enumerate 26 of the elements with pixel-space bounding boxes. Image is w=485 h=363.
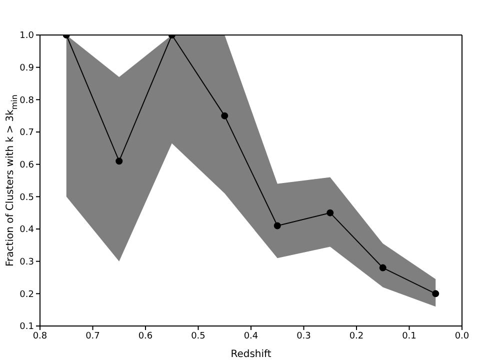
x-tick-label: 0.0 xyxy=(454,331,470,342)
y-tick-label: 0.1 xyxy=(20,322,34,332)
y-tick-label: 0.5 xyxy=(20,192,34,203)
x-tick-label: 0.3 xyxy=(296,331,311,342)
x-tick-label: 0.4 xyxy=(244,331,258,342)
x-tick-label: 0.5 xyxy=(191,331,206,342)
point xyxy=(379,264,386,272)
y-tick-label: 0.4 xyxy=(20,225,34,236)
point xyxy=(432,290,440,298)
x-tick-label: 0.6 xyxy=(138,331,153,342)
x-tick-label: 0.1 xyxy=(402,331,416,342)
point xyxy=(326,209,334,216)
x-tick-label: 0.2 xyxy=(349,331,364,342)
x-tick-label: 0.8 xyxy=(32,331,48,342)
point xyxy=(116,158,123,165)
x-tick-label: 0.7 xyxy=(86,331,100,342)
point xyxy=(221,112,228,120)
x-axis-title: Redshift xyxy=(230,349,272,360)
y-tick-label: 0.9 xyxy=(20,64,34,74)
y-tick-label: 1.0 xyxy=(20,31,34,42)
point xyxy=(274,222,281,230)
y-tick-label: 0.3 xyxy=(20,258,34,268)
y-tick-label: 0.7 xyxy=(20,128,34,138)
y-tick-label: 0.8 xyxy=(20,96,34,106)
y-tick-label: 0.2 xyxy=(20,290,34,300)
y-tick-label: 0.6 xyxy=(20,160,34,171)
